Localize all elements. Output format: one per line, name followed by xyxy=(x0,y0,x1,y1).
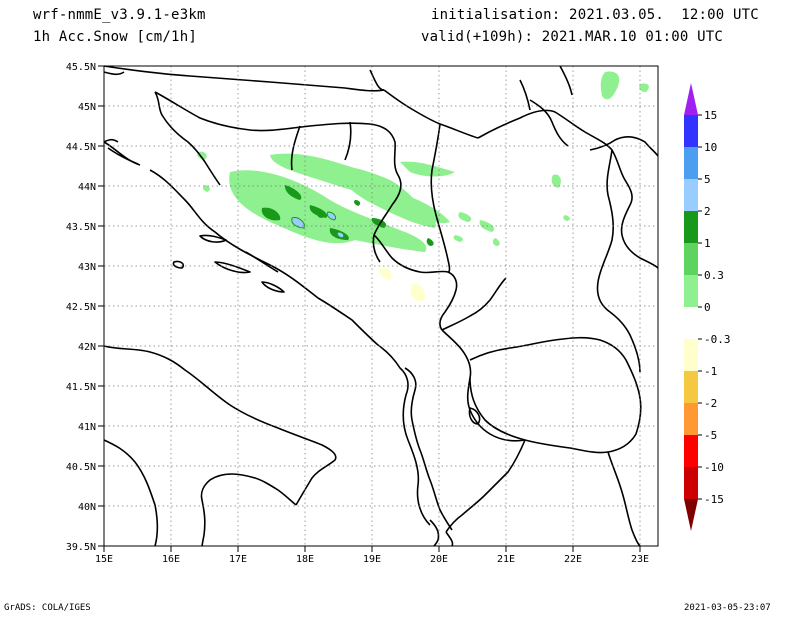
colorbar-label: 0.3 xyxy=(704,269,724,282)
colorbar-swatch xyxy=(684,403,698,435)
map-background xyxy=(104,66,658,546)
colorbar-swatch xyxy=(684,435,698,467)
colorbar-label: -0.3 xyxy=(704,333,731,346)
lat-labels: 45.5N 45N 44.5N 44N 43.5N 43N 42.5N 42N … xyxy=(66,62,96,553)
colorbar-swatch xyxy=(684,307,698,339)
grid xyxy=(104,66,658,546)
lat-label: 45N xyxy=(78,102,96,113)
valid-time: valid(+109h): 2021.MAR.10 01:00 UTC xyxy=(421,29,724,45)
lat-label: 42.5N xyxy=(66,302,96,313)
colorbar-top-arrow xyxy=(684,83,698,115)
footer-credit: GrADS: COLA/IGES xyxy=(4,603,91,613)
lon-label: 23E xyxy=(631,554,649,565)
colorbar-label: -5 xyxy=(704,429,717,442)
lat-label: 40N xyxy=(78,502,96,513)
colorbar-label: 5 xyxy=(704,173,711,186)
colorbar-label: 15 xyxy=(704,109,717,122)
colorbar-swatch xyxy=(684,211,698,243)
lat-label: 42N xyxy=(78,342,96,353)
colorbar-label: 0 xyxy=(704,301,711,314)
field-title: 1h Acc.Snow [cm/1h] xyxy=(33,29,197,45)
colorbar-swatch xyxy=(684,243,698,275)
colorbar-bottom-arrow xyxy=(684,499,698,531)
lon-label: 18E xyxy=(296,554,314,565)
coastline-and-borders xyxy=(103,65,659,547)
lon-label: 20E xyxy=(430,554,448,565)
colorbar-label: -10 xyxy=(704,461,724,474)
colorbar-label: 10 xyxy=(704,141,717,154)
lat-label: 39.5N xyxy=(66,542,96,553)
lon-labels: 15E 16E 17E 18E 19E 20E 21E 22E 23E xyxy=(95,554,649,565)
lon-label: 22E xyxy=(564,554,582,565)
snow-field-heavy xyxy=(291,211,345,239)
footer-timestamp: 2021-03-05-23:07 xyxy=(684,603,771,613)
colorbar-label: 1 xyxy=(704,237,711,250)
colorbar-label: -2 xyxy=(704,397,717,410)
lon-label: 19E xyxy=(363,554,381,565)
lat-label: 41N xyxy=(78,422,96,433)
lat-label: 45.5N xyxy=(66,62,96,73)
lon-label: 21E xyxy=(497,554,515,565)
colorbar-label: 2 xyxy=(704,205,711,218)
lat-label: 44N xyxy=(78,182,96,193)
lon-label: 16E xyxy=(162,554,180,565)
model-title: wrf-nmmE_v3.9.1-e3km xyxy=(33,7,206,23)
lat-label: 41.5N xyxy=(66,382,96,393)
colorbar-label: -15 xyxy=(704,493,724,506)
colorbar-swatch xyxy=(684,339,698,371)
snow-field xyxy=(197,71,649,252)
colorbar-swatch xyxy=(684,371,698,403)
init-time: initialisation: 2021.03.05. 12:00 UTC xyxy=(431,7,759,23)
colorbar-swatch xyxy=(684,147,698,179)
lon-label: 15E xyxy=(95,554,113,565)
lat-label: 43.5N xyxy=(66,222,96,233)
snow-melt xyxy=(379,267,426,302)
colorbar-swatch xyxy=(684,467,698,499)
colorbar-swatch xyxy=(684,179,698,211)
lat-label: 40.5N xyxy=(66,462,96,473)
color-bar: 15 10 5 2 1 0.3 0 -0.3 -1 -2 -5 -10 -15 xyxy=(684,83,731,531)
lat-label: 43N xyxy=(78,262,96,273)
lat-label: 44.5N xyxy=(66,142,96,153)
colorbar-label: -1 xyxy=(704,365,717,378)
colorbar-swatch xyxy=(684,115,698,147)
lon-label: 17E xyxy=(229,554,247,565)
colorbar-swatch xyxy=(684,275,698,307)
ticks xyxy=(98,65,641,552)
